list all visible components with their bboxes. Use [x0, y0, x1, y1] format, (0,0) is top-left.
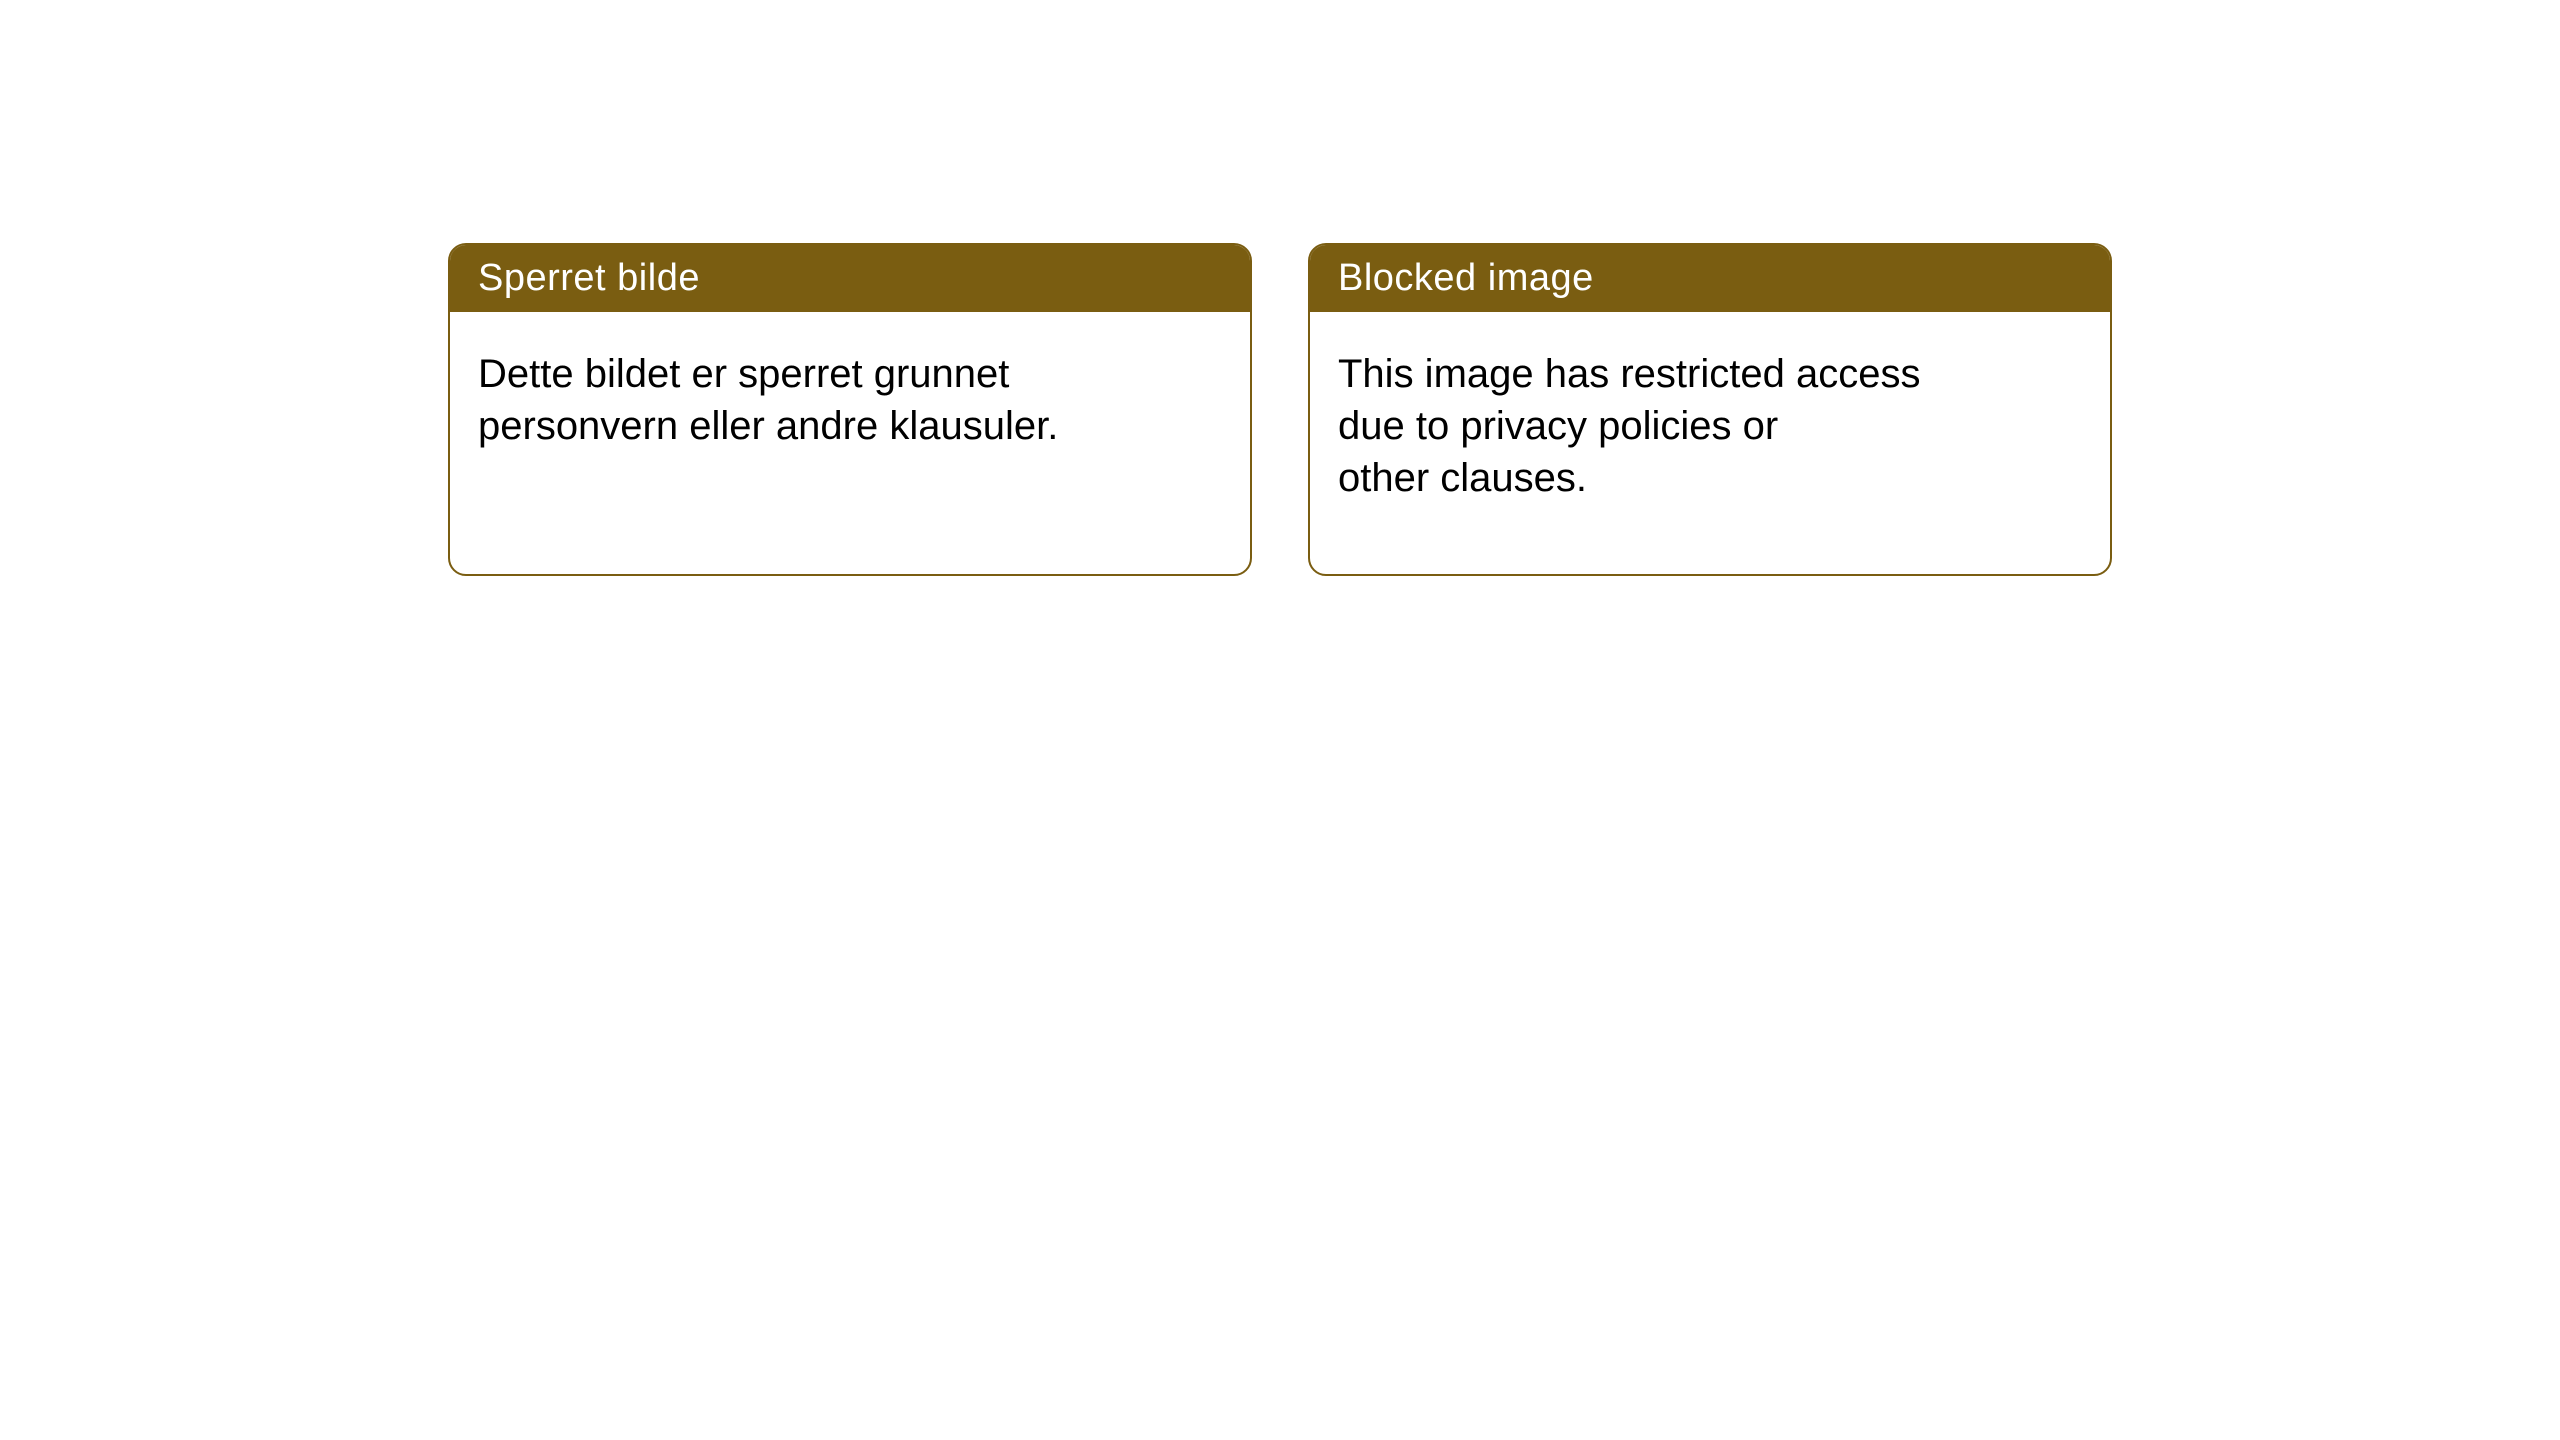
card-header-norwegian: Sperret bilde: [450, 245, 1250, 312]
card-body-english: This image has restricted access due to …: [1310, 312, 2110, 540]
card-body-norwegian: Dette bildet er sperret grunnet personve…: [450, 312, 1250, 488]
card-header-english: Blocked image: [1310, 245, 2110, 312]
blocked-image-card-norwegian: Sperret bilde Dette bildet er sperret gr…: [448, 243, 1252, 576]
blocked-image-card-english: Blocked image This image has restricted …: [1308, 243, 2112, 576]
notice-cards-container: Sperret bilde Dette bildet er sperret gr…: [448, 243, 2560, 576]
